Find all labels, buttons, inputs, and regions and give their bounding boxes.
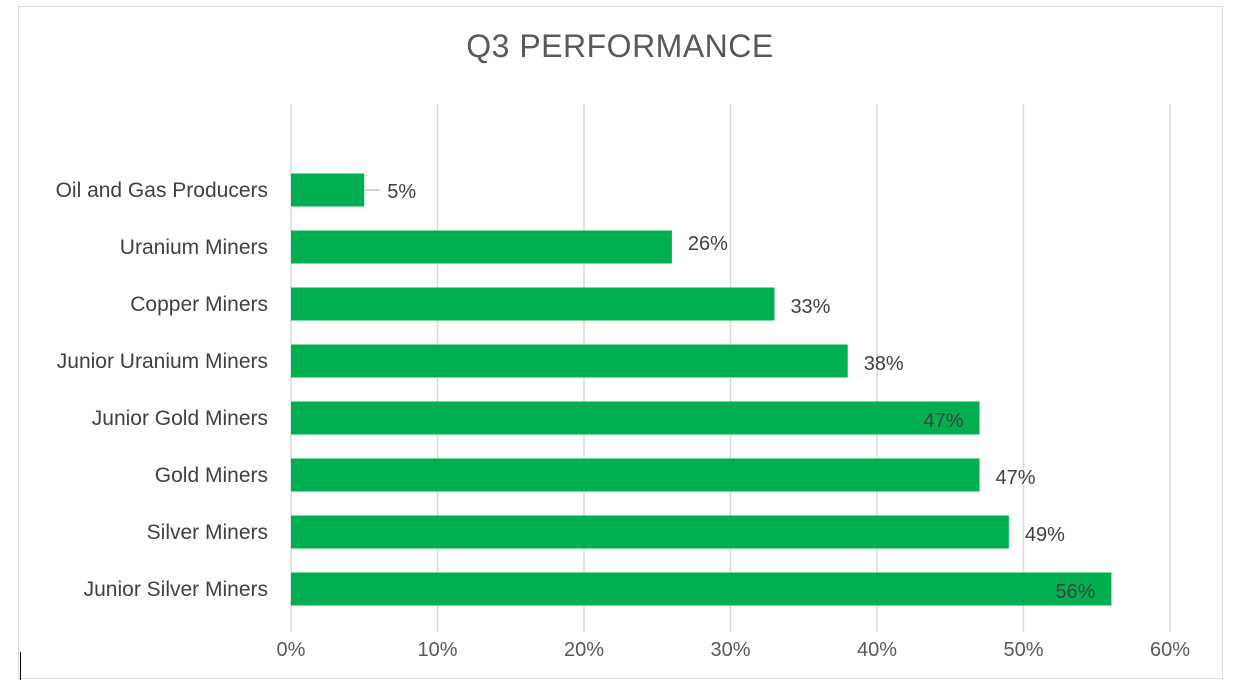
bar — [291, 344, 848, 378]
x-tick-label: 0% — [277, 639, 306, 661]
frame-tick-mark — [20, 652, 21, 680]
bar — [291, 173, 365, 207]
x-tick-label: 30% — [710, 639, 750, 661]
bar — [291, 230, 672, 264]
x-tick-label: 60% — [1150, 639, 1190, 661]
x-tick-label: 20% — [564, 639, 604, 661]
x-tick-label: 10% — [417, 639, 457, 661]
data-label: 38% — [864, 353, 904, 375]
data-label: 33% — [790, 296, 830, 318]
x-tick-label: 50% — [1003, 639, 1043, 661]
bar — [291, 515, 1009, 549]
category-label: Silver Miners — [147, 521, 268, 544]
category-label: Copper Miners — [130, 293, 268, 316]
bar — [291, 401, 980, 435]
category-label: Junior Silver Miners — [84, 578, 268, 601]
category-label: Uranium Miners — [120, 236, 268, 259]
data-label: 26% — [688, 233, 728, 255]
data-label: 47% — [996, 467, 1036, 489]
category-label: Junior Uranium Miners — [57, 350, 268, 373]
bar — [291, 572, 1112, 606]
data-label: 49% — [1025, 524, 1065, 546]
chart-title: Q3 PERFORMANCE — [466, 28, 774, 64]
bar — [291, 458, 980, 492]
bar — [291, 287, 775, 321]
chart-area — [18, 6, 1223, 679]
data-label: 5% — [387, 181, 416, 203]
category-label: Gold Miners — [155, 464, 268, 487]
data-label: 47% — [924, 410, 964, 432]
category-label: Junior Gold Miners — [92, 407, 268, 430]
x-tick-label: 40% — [857, 639, 897, 661]
data-label: 56% — [1055, 581, 1095, 603]
category-label: Oil and Gas Producers — [56, 179, 268, 202]
